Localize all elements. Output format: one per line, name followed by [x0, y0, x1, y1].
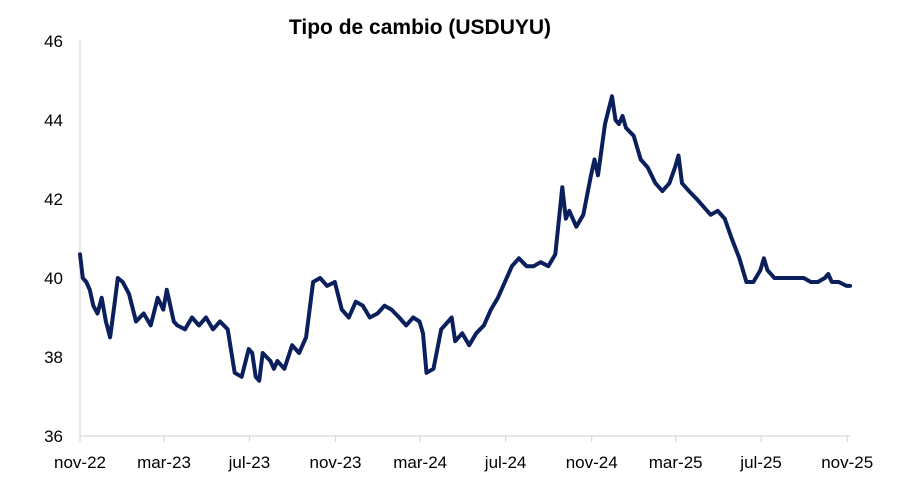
x-tick-label: mar-23 — [137, 453, 191, 472]
x-tick-label: jul-23 — [228, 453, 271, 472]
y-tick-label: 36 — [44, 427, 63, 446]
x-tick-label: nov-22 — [54, 453, 106, 472]
y-tick-label: 42 — [44, 190, 63, 209]
x-tick-label: jul-25 — [739, 453, 782, 472]
series-layer — [78, 94, 852, 383]
x-tick-label: mar-24 — [393, 453, 447, 472]
y-axis-ticks: 36 38 40 42 44 46 — [44, 32, 63, 446]
axes — [79, 41, 850, 437]
x-tick-label: nov-23 — [310, 453, 362, 472]
chart-title: Tipo de cambio (USDUYU) — [288, 16, 552, 39]
y-tick-label: 46 — [44, 32, 63, 51]
x-axis-ticks: nov-22 mar-23 jul-23 nov-23 mar-24 jul-24 nov-… — [54, 436, 873, 472]
y-tick-label: 40 — [44, 269, 63, 288]
x-tick-label: nov-25 — [821, 453, 873, 472]
x-tick-label: nov-24 — [566, 453, 618, 472]
y-tick-label: 38 — [44, 348, 63, 367]
x-tick-label: jul-24 — [484, 453, 527, 472]
x-tick-label: mar-25 — [649, 453, 703, 472]
series-line — [78, 94, 852, 383]
y-tick-label: 44 — [44, 111, 63, 130]
